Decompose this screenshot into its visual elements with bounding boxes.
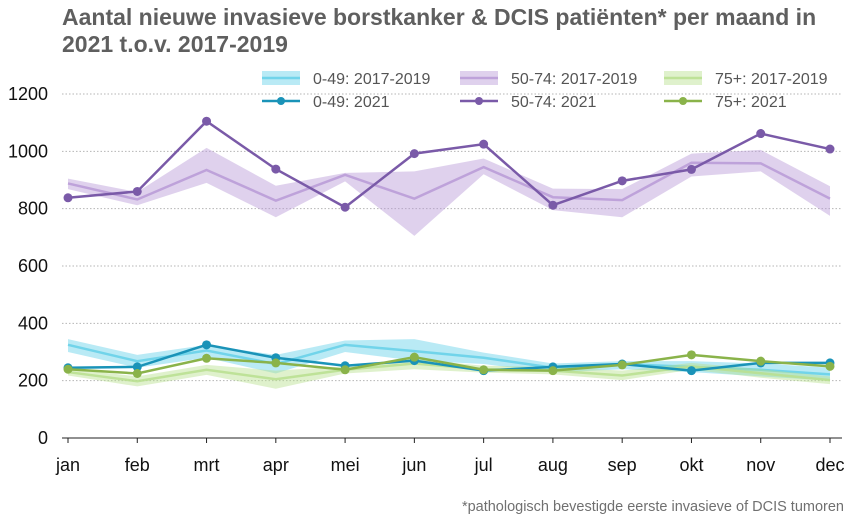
series-line	[67, 343, 830, 372]
series-line	[67, 353, 831, 375]
data-point	[271, 164, 281, 174]
y-tick-label: 600	[18, 256, 48, 276]
legend-marker	[277, 97, 285, 105]
data-point	[340, 202, 350, 212]
band-range	[68, 339, 830, 381]
x-tick-label: okt	[679, 455, 703, 475]
legend: 0-49: 2017-2019 50-74: 2017-2019 75+: 2017…	[262, 71, 828, 111]
x-tick-label: feb	[125, 455, 150, 475]
data-point	[756, 129, 766, 139]
legend-label: 75+: 2017-2019	[715, 71, 828, 88]
x-tick-label: mrt	[194, 455, 220, 475]
data-point	[617, 360, 627, 370]
data-point	[479, 139, 489, 149]
data-point	[548, 366, 558, 376]
band-range	[68, 147, 830, 236]
y-tick-label: 1000	[8, 141, 48, 161]
y-tick-label: 800	[18, 199, 48, 219]
y-tick-label: 1200	[8, 84, 48, 104]
legend-label: 0-49: 2017-2019	[313, 71, 431, 88]
legend-label: 75+: 2021	[715, 94, 787, 111]
data-point	[756, 356, 766, 366]
x-tick-label: jun	[401, 455, 426, 475]
x-axis: jan feb mrt apr mei jun jul aug sep okt nov dec	[55, 437, 845, 475]
data-point	[686, 366, 696, 376]
footnote: *pathologisch bevestigde eerste invasiev…	[461, 499, 844, 515]
series-layer	[63, 116, 835, 378]
legend-label: 50-74: 2021	[511, 94, 597, 111]
x-tick-label: apr	[263, 455, 289, 475]
x-tick-label: mei	[331, 455, 360, 475]
x-tick-label: nov	[746, 455, 775, 475]
data-point	[825, 144, 835, 154]
legend-label: 0-49: 2021	[313, 94, 390, 111]
data-point	[202, 116, 212, 126]
legend-marker	[679, 97, 687, 105]
x-tick-label: jul	[474, 455, 493, 475]
x-tick-label: dec	[815, 455, 844, 475]
data-point	[63, 364, 73, 374]
data-point	[409, 352, 419, 362]
data-point	[132, 369, 142, 378]
band-range	[68, 359, 830, 389]
x-tick-label: sep	[608, 455, 637, 475]
data-point	[479, 365, 489, 375]
data-point	[202, 353, 212, 363]
grid-lines	[62, 93, 842, 382]
legend-label: 50-74: 2017-2019	[511, 71, 637, 88]
data-point	[132, 362, 142, 372]
y-tick-label: 0	[38, 428, 48, 448]
data-point	[409, 149, 419, 159]
x-tick-label: jan	[55, 455, 80, 475]
data-point	[548, 200, 558, 210]
data-point	[202, 340, 212, 350]
data-point	[132, 186, 142, 196]
chart-title: Aantal nieuwe invasieve borstkanker & DC…	[62, 4, 817, 57]
data-point	[63, 193, 73, 203]
y-axis: 0 200 400 600 800 1000 1200	[8, 84, 48, 448]
data-point	[686, 164, 696, 174]
y-tick-label: 200	[18, 371, 48, 391]
data-point	[340, 365, 350, 375]
data-point	[617, 176, 627, 186]
x-tick-label: aug	[538, 455, 568, 475]
data-point	[825, 361, 835, 371]
y-tick-label: 400	[18, 313, 48, 333]
data-point	[271, 358, 281, 368]
legend-marker	[475, 97, 483, 105]
series-line	[67, 119, 831, 209]
data-point	[686, 350, 696, 360]
